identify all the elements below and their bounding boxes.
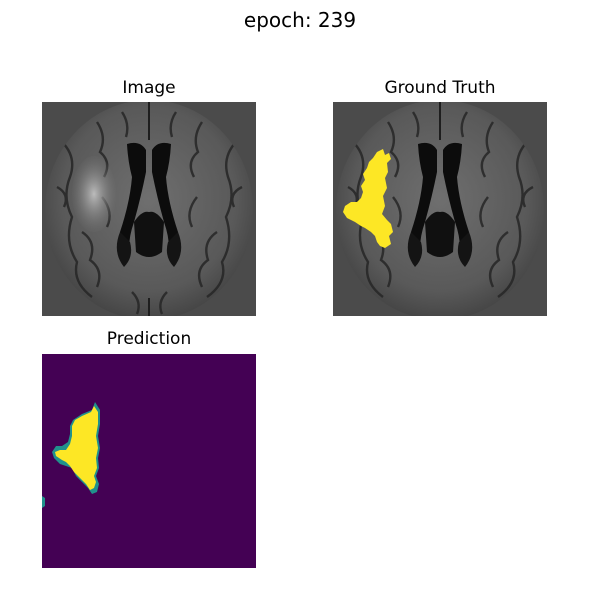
ground-truth-panel-title: Ground Truth <box>333 77 547 99</box>
prediction-edge-spot <box>42 496 45 508</box>
brain-slice-image <box>42 102 256 316</box>
prediction-panel <box>42 354 256 568</box>
prediction-panel-title: Prediction <box>42 328 256 350</box>
ground-truth-panel <box>333 102 547 316</box>
ground-truth-overlay <box>333 102 547 316</box>
prediction-mask <box>42 354 256 568</box>
figure-title: epoch: 239 <box>0 7 600 33</box>
image-panel <box>42 102 256 316</box>
image-panel-title: Image <box>42 77 256 99</box>
